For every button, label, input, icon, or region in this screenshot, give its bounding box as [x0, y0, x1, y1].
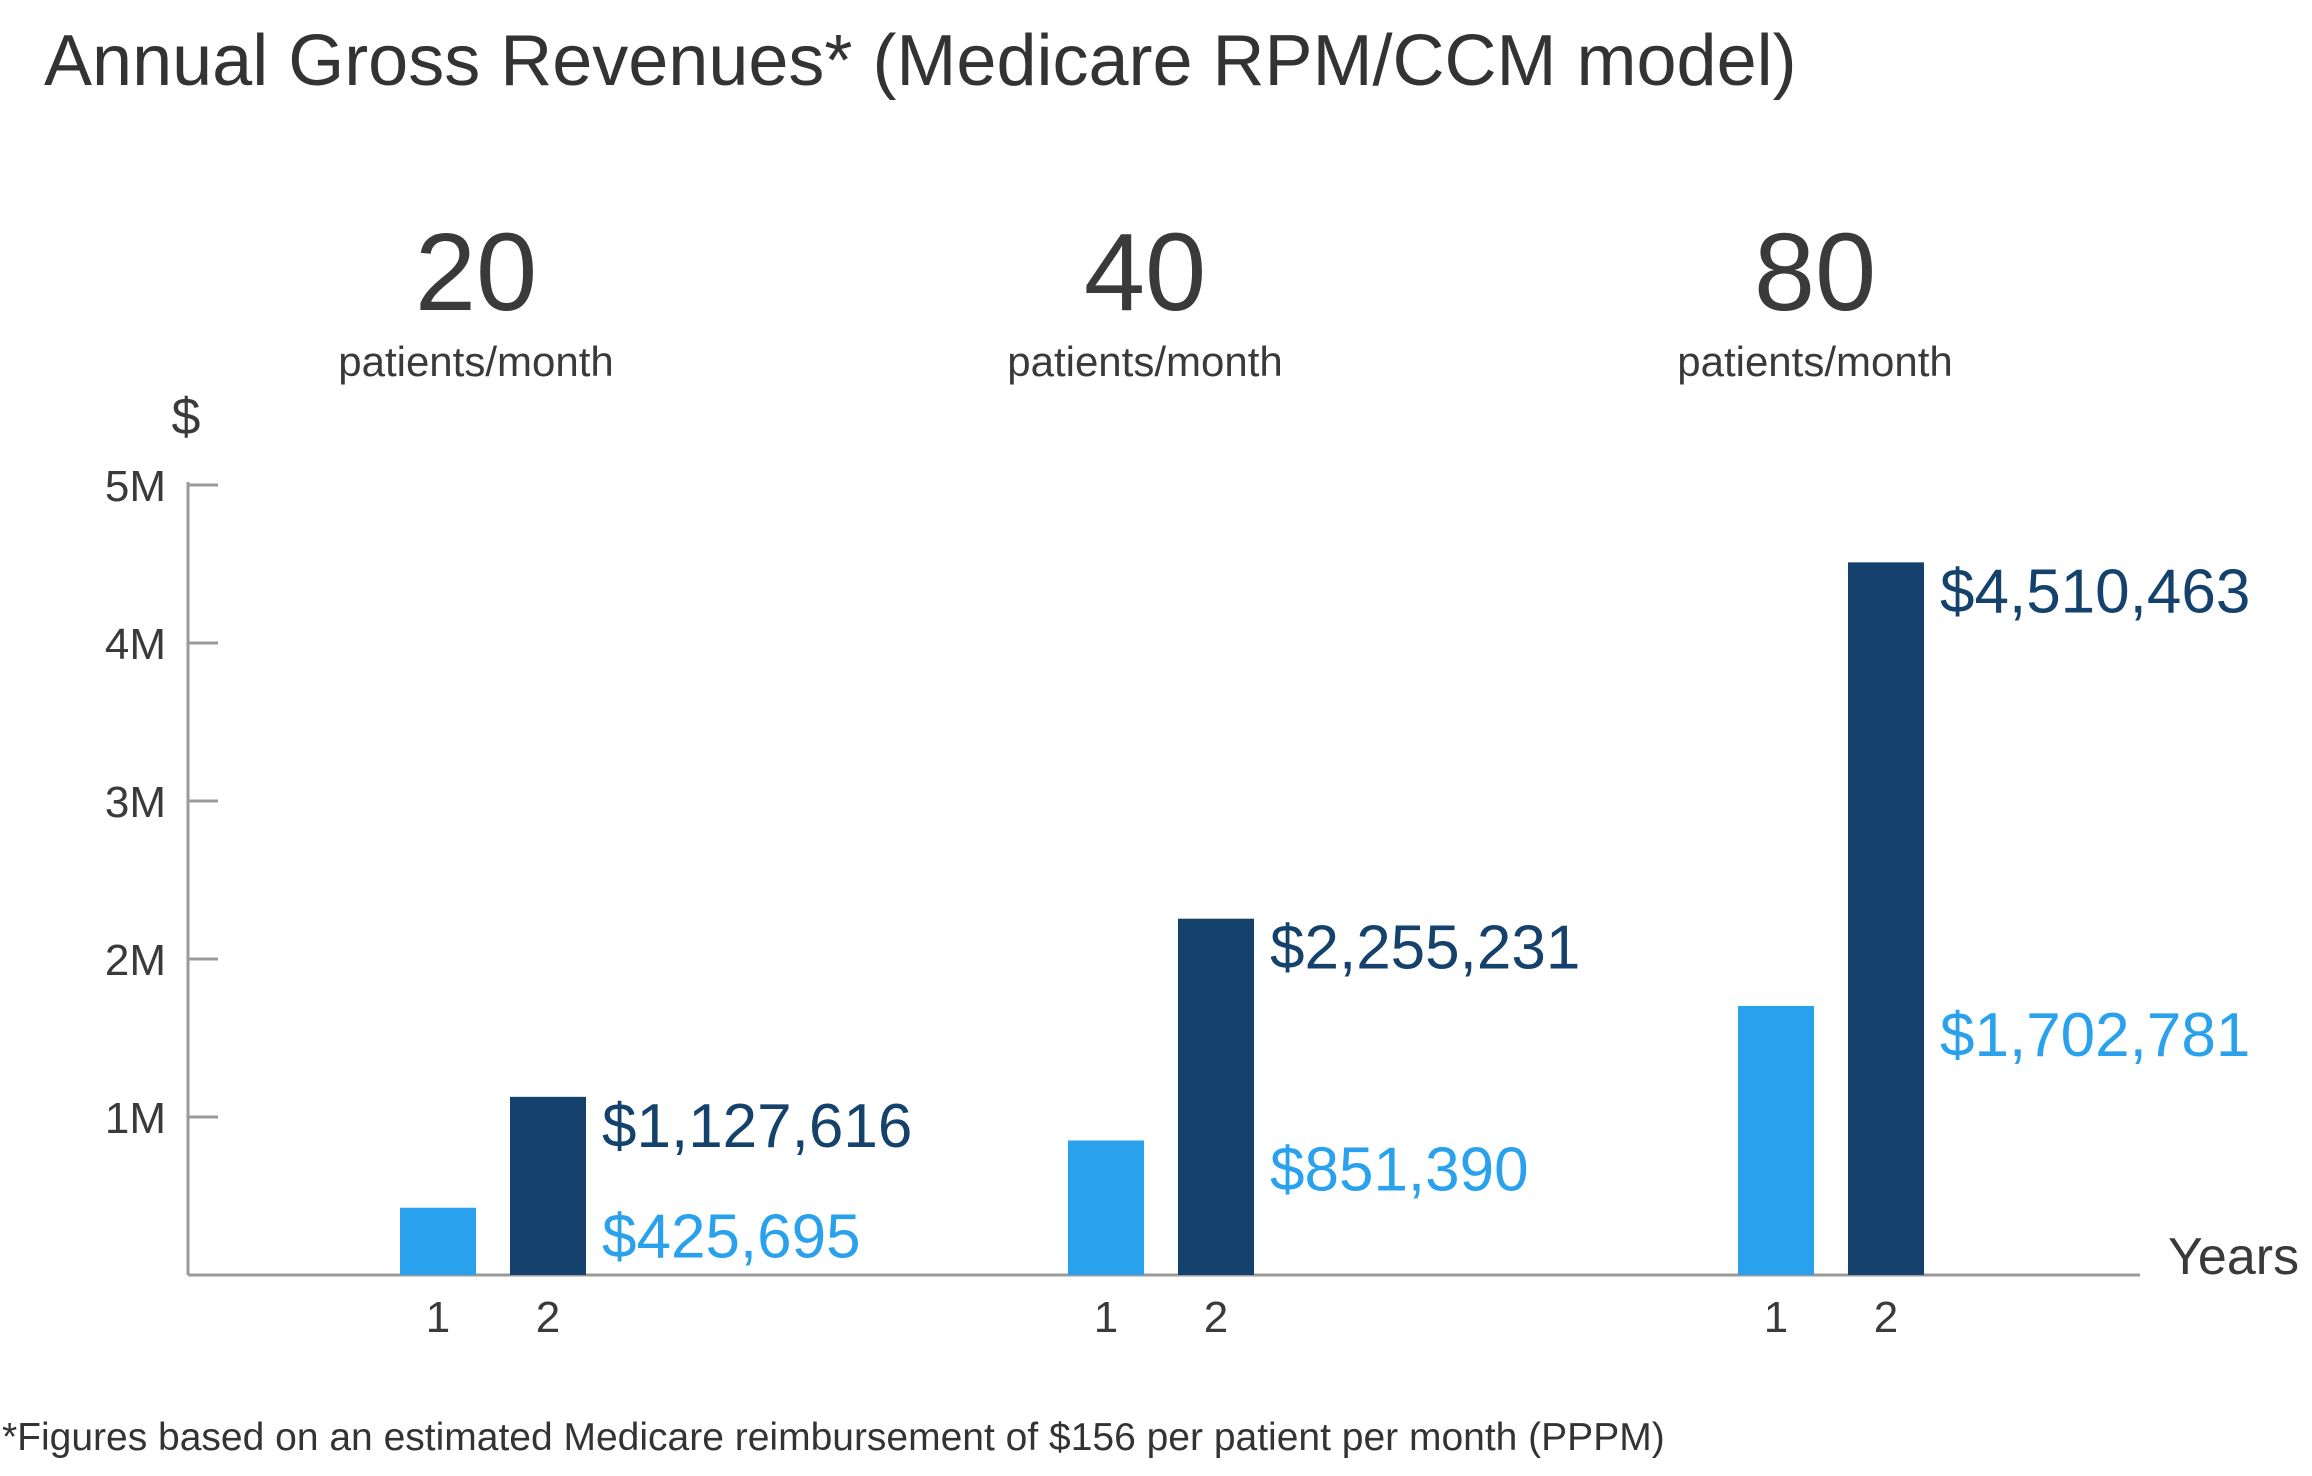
x-tick-label: 1: [426, 1293, 450, 1342]
bar-year-1: [1738, 1005, 1814, 1275]
y-tick-label: 4M: [105, 620, 166, 669]
y-tick-label: 3M: [105, 778, 166, 827]
group-headline: 40: [1084, 211, 1206, 334]
group-headline: 80: [1754, 211, 1876, 334]
group-subtitle: patients/month: [1007, 338, 1283, 385]
y-tick-label: 2M: [105, 936, 166, 985]
bar-year-2: [1178, 918, 1254, 1275]
x-axis-label: Years: [2168, 1228, 2299, 1286]
y-tick-label: 5M: [105, 462, 166, 511]
value-label-year-1: $425,695: [602, 1203, 861, 1272]
value-label-year-1: $851,390: [1270, 1135, 1529, 1204]
value-label-year-2: $4,510,463: [1940, 557, 2250, 626]
group-subtitle: patients/month: [338, 338, 614, 385]
x-tick-label: 1: [1764, 1293, 1788, 1342]
bar-year-1: [400, 1207, 476, 1275]
value-label-year-2: $1,127,616: [602, 1092, 912, 1161]
chart-title: Annual Gross Revenues* (Medicare RPM/CCM…: [44, 21, 1797, 101]
value-label-year-2: $2,255,231: [1270, 914, 1580, 983]
x-tick-label: 2: [1204, 1293, 1228, 1342]
bar-year-2: [510, 1096, 586, 1275]
group-headline: 20: [415, 211, 537, 334]
y-axis-label: $: [172, 388, 201, 446]
y-tick-label: 1M: [105, 1094, 166, 1143]
chart-footnote: *Figures based on an estimated Medicare …: [2, 1416, 1665, 1459]
group-subtitle: patients/month: [1677, 338, 1953, 385]
x-tick-label: 2: [536, 1293, 560, 1342]
bar-year-2: [1848, 562, 1924, 1275]
x-tick-label: 2: [1874, 1293, 1898, 1342]
x-tick-label: 1: [1094, 1293, 1118, 1342]
value-label-year-1: $1,702,781: [1940, 1001, 2250, 1070]
bar-year-1: [1068, 1140, 1144, 1275]
